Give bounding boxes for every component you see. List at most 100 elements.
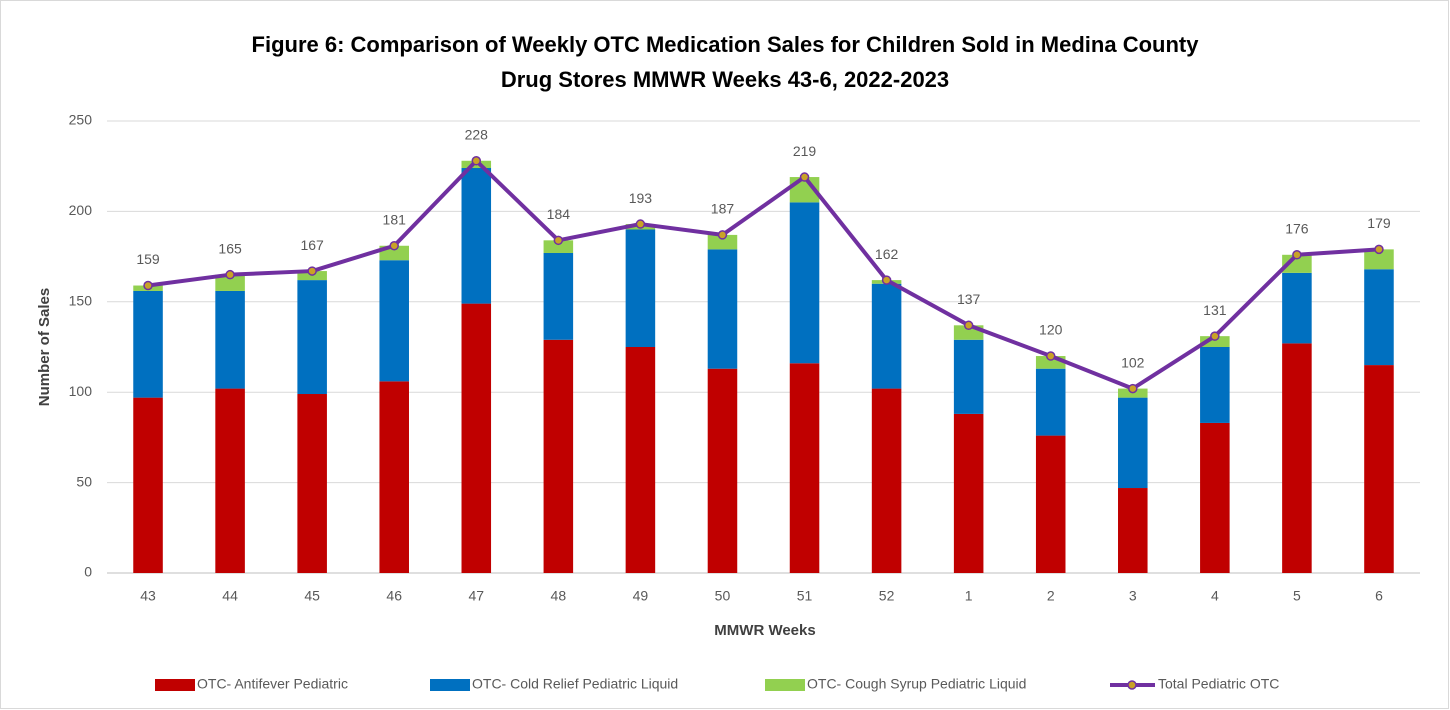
data-label: 162 <box>875 246 899 262</box>
legend-marker <box>1127 680 1137 690</box>
bar-segment <box>1200 336 1230 347</box>
bar-segment <box>133 397 163 573</box>
data-label: 181 <box>383 211 407 227</box>
bar-segment <box>871 388 902 573</box>
total-line <box>147 158 1380 391</box>
x-axis-title: MMWR Weeks <box>714 622 815 639</box>
line-marker <box>1210 331 1220 341</box>
bar-segment <box>625 229 656 347</box>
bar-segment <box>1035 368 1066 436</box>
x-tick-label: 48 <box>551 588 567 604</box>
y-tick-label: 0 <box>84 564 92 580</box>
legend-swatch <box>765 679 805 691</box>
x-tick-label: 5 <box>1293 588 1301 604</box>
legend-label: OTC- Cough Syrup Pediatric Liquid <box>807 676 1026 692</box>
x-tick-label: 52 <box>879 588 895 604</box>
bar-segment <box>297 280 327 395</box>
bar-segment <box>1364 249 1394 270</box>
bar-segment <box>379 381 409 573</box>
y-tick-label: 250 <box>69 112 93 128</box>
data-label: 187 <box>711 201 735 217</box>
data-label: 193 <box>629 190 653 206</box>
bar-segment <box>625 347 656 573</box>
x-tick-label: 45 <box>304 588 320 604</box>
bar-segment <box>1364 365 1394 573</box>
bar-segment <box>461 303 492 573</box>
data-label: 159 <box>136 251 160 267</box>
x-tick-label: 49 <box>633 588 649 604</box>
data-label: 184 <box>547 206 571 222</box>
bar-segment <box>461 168 492 304</box>
x-tick-label: 3 <box>1129 588 1137 604</box>
x-tick-label: 46 <box>386 588 402 604</box>
bar-segment <box>707 249 738 369</box>
bar-segment <box>1118 488 1148 573</box>
bar-segment <box>953 413 984 573</box>
line-marker <box>963 320 974 331</box>
y-tick-label: 100 <box>69 383 93 399</box>
data-label: 176 <box>1285 220 1309 236</box>
line-marker <box>143 280 153 291</box>
y-tick-label: 150 <box>69 293 93 309</box>
x-tick-label: 2 <box>1047 588 1055 604</box>
x-tick-label: 4 <box>1211 588 1219 604</box>
bar-segment <box>543 252 574 340</box>
bar-segment <box>1200 422 1230 573</box>
line-marker <box>1374 244 1384 255</box>
bar-segment <box>543 240 574 253</box>
line-marker <box>1045 351 1056 361</box>
legend-swatch <box>155 679 195 691</box>
data-label: 102 <box>1121 354 1145 370</box>
bar-segment <box>1200 347 1230 423</box>
bar-segment <box>297 394 327 573</box>
x-tick-label: 44 <box>222 588 238 604</box>
line-marker <box>1128 383 1138 394</box>
bar-segment <box>1364 269 1394 366</box>
bar-segment <box>789 202 820 364</box>
y-tick-label: 200 <box>69 202 93 218</box>
x-tick-label: 1 <box>965 588 973 604</box>
bar-segment <box>379 260 409 382</box>
line-marker <box>471 156 482 166</box>
line-marker <box>635 219 646 229</box>
y-tick-label: 50 <box>76 473 92 489</box>
bar-segment <box>1282 343 1312 573</box>
data-label: 179 <box>1367 215 1391 231</box>
chart-title: Drug Stores MMWR Weeks 43-6, 2022-2023 <box>501 67 949 92</box>
legend-label: OTC- Antifever Pediatric <box>197 676 348 692</box>
x-tick-label: 6 <box>1375 588 1383 604</box>
legend-label: OTC- Cold Relief Pediatric Liquid <box>472 676 678 692</box>
line-marker <box>799 172 810 182</box>
bar-segment <box>789 363 820 573</box>
legend-swatch <box>430 679 470 691</box>
data-label: 137 <box>957 291 981 307</box>
bar-segment <box>215 274 245 291</box>
line-marker <box>1292 250 1302 260</box>
bar-segment <box>1035 435 1066 573</box>
bar-segment <box>707 234 738 250</box>
bar-segment <box>543 339 574 573</box>
bar-segment <box>707 368 738 573</box>
data-label: 167 <box>300 237 324 253</box>
x-tick-label: 47 <box>468 588 484 604</box>
bar-segment <box>133 290 163 398</box>
data-label: 219 <box>793 143 817 159</box>
x-tick-label: 50 <box>715 588 731 604</box>
data-label: 120 <box>1039 322 1063 338</box>
line-marker <box>553 235 564 246</box>
line-marker <box>717 230 728 240</box>
bar-segment <box>215 388 245 573</box>
bar-segment <box>1282 272 1312 344</box>
bar-segment <box>953 339 984 414</box>
line-marker <box>307 266 317 276</box>
line-marker <box>389 241 399 251</box>
x-tick-label: 51 <box>797 588 813 604</box>
line-marker <box>881 275 892 285</box>
chart-title: Figure 6: Comparison of Weekly OTC Medic… <box>252 32 1200 57</box>
bar-segment <box>215 290 245 389</box>
data-label: 165 <box>218 240 242 256</box>
data-label: 228 <box>465 126 489 142</box>
y-axis-title: Number of Sales <box>36 288 53 406</box>
data-label: 131 <box>1203 302 1227 318</box>
